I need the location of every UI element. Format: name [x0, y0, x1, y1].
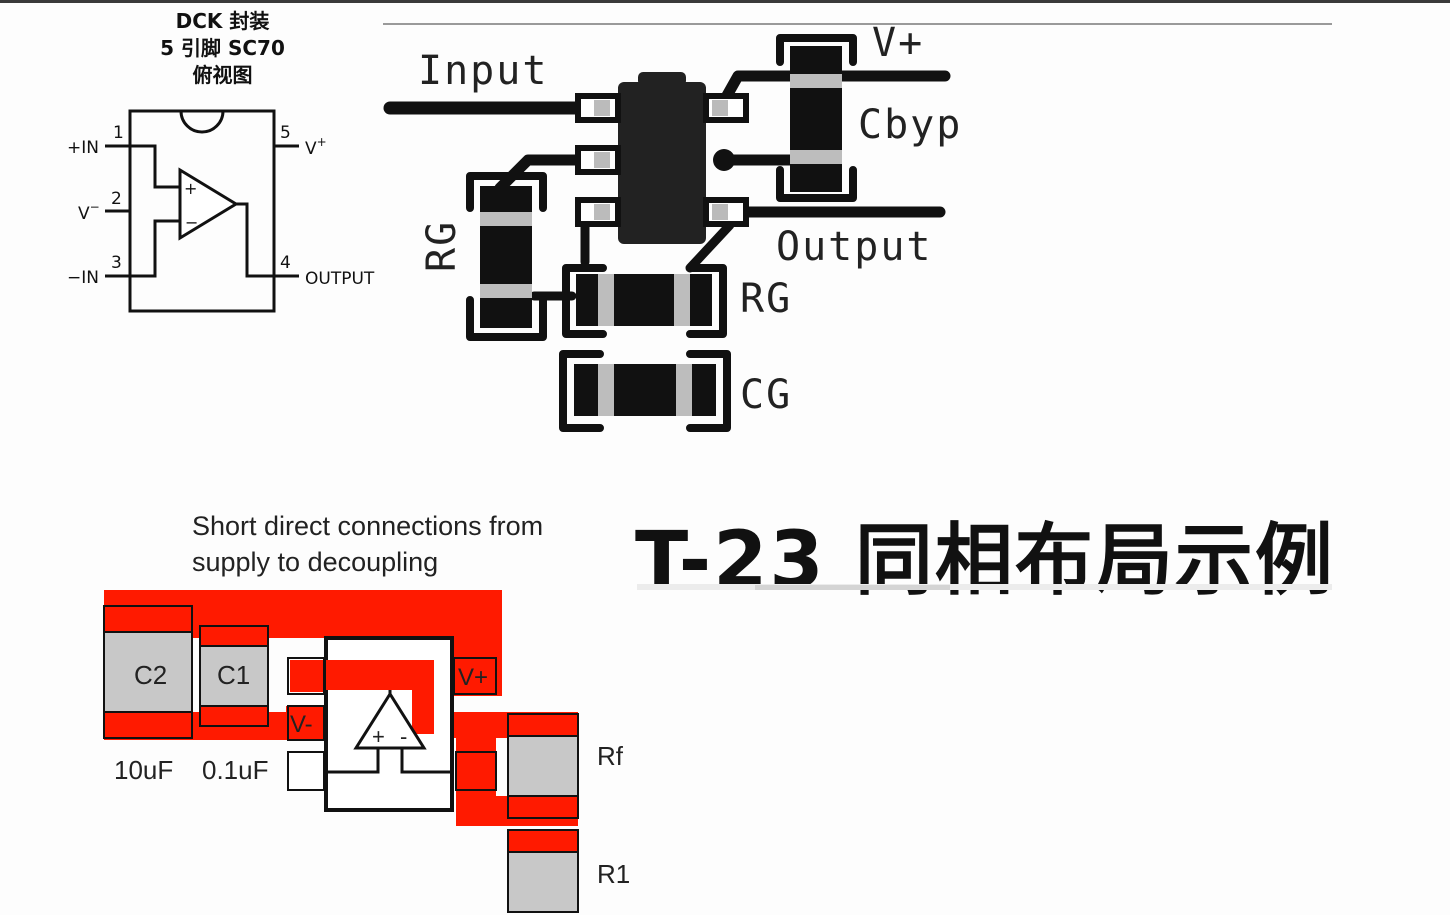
cbyp-component: [790, 46, 842, 192]
copper-ic-inner-right: [412, 660, 434, 734]
silk-cbyp-top: [776, 34, 857, 66]
window-top-bar: [0, 0, 1450, 3]
r1-label: R1: [597, 859, 630, 889]
pin5-number: 5: [280, 123, 291, 143]
pin1-number: 1: [113, 123, 124, 143]
layout-caption-line: supply to decoupling: [192, 547, 439, 577]
ic-pad-inner: [594, 204, 610, 220]
package-title: DCK 封装 5 引脚 SC70 俯视图: [140, 8, 305, 89]
c1-value: 0.1uF: [202, 755, 269, 785]
c1-label: C1: [217, 660, 250, 690]
pcb-label-cg: CG: [740, 372, 792, 418]
silk-rg-left-top: [466, 172, 547, 212]
ic-pad-inner: [594, 152, 610, 168]
ic-pad-inner: [594, 100, 610, 116]
ic-body-top: [638, 72, 686, 86]
pin5-name-sup: +: [317, 135, 327, 149]
c1-capacitor: [199, 625, 269, 727]
copper-vminus-pad: [286, 706, 326, 740]
layout-ic-pad-tr: [453, 657, 497, 695]
pcb-label-cbyp: Cbyp: [858, 102, 962, 148]
layout-caption-line: Short direct connections from: [192, 511, 544, 541]
layout-wire-right: [400, 748, 452, 774]
via-gnd: [713, 149, 735, 171]
rf-label: Rf: [597, 741, 624, 771]
r1-resistor: [507, 829, 579, 913]
layout-ic-pad-tl: [287, 657, 325, 695]
vminus-label: V-: [290, 711, 313, 738]
layout-opamp-triangle: [353, 691, 427, 750]
rg-right-component: [576, 274, 712, 326]
ic-pads: [575, 93, 749, 227]
ic-pad-inner: [712, 100, 728, 116]
opamp-plus: +: [184, 179, 197, 198]
silk-cbyp-bottom: [776, 166, 857, 202]
silk-rg-left-bottom: [466, 296, 547, 341]
ic-pad-inner: [712, 204, 728, 220]
layout-wire-left: [326, 748, 380, 774]
slide-title-scrollbar: [755, 585, 950, 590]
rf-resistor: [507, 713, 579, 819]
pin1-name: +IN: [67, 138, 99, 158]
layout-caption: Short direct connections from supply to …: [192, 508, 543, 580]
layout-opamp-plus: +: [372, 724, 385, 749]
cg-component: [574, 364, 716, 416]
pcb-label-output: Output: [776, 224, 933, 270]
pin4-number: 4: [280, 253, 291, 273]
pcb-label-vplus: V+: [872, 20, 924, 66]
layout-ic-pad-bl: [287, 751, 325, 791]
trace-fb-down: [685, 220, 735, 273]
opamp-triangle: [178, 167, 239, 241]
wire-output: [236, 202, 274, 278]
pin4-name: OUTPUT: [305, 269, 375, 289]
silk-rg-right: [562, 264, 727, 338]
pin5-name-main: V: [305, 139, 317, 159]
package-title-line: 5 引脚 SC70: [160, 36, 285, 60]
pin2-name-main: V: [78, 204, 90, 224]
rg-left-component: [480, 186, 532, 328]
pcb-label-rg-left: RG: [419, 220, 465, 272]
package-pinout-diagram: + − 1 2 3 4 5 +IN V− −IN OUTPUT V+: [67, 109, 375, 313]
pin2-name: V−: [78, 200, 100, 224]
slide-title-underline: [637, 584, 1332, 590]
opamp-minus: −: [185, 213, 198, 232]
slide-title: T-23 同相布局示例: [635, 516, 1335, 606]
pcb-layout-diagram: Input V+ Cbyp Output RG RG CG: [383, 20, 1332, 432]
pin2-name-sup: −: [90, 200, 100, 214]
vplus-label: V+: [458, 664, 488, 691]
package-title-line: DCK 封装: [175, 9, 270, 33]
pin3-number: 3: [111, 253, 122, 273]
ic-body: [618, 82, 706, 244]
pin3-name: −IN: [67, 268, 99, 288]
wire-minus-in: [130, 219, 180, 278]
pcb-label-rg-right: RG: [740, 276, 792, 322]
silk-cg: [559, 350, 731, 432]
c2-value: 10uF: [114, 755, 173, 785]
package-title-line: 俯视图: [192, 63, 253, 87]
pin1-notch: [179, 110, 225, 134]
layout-ic-pad-br: [455, 751, 497, 791]
pin5-name: V+: [305, 135, 327, 159]
layout-opamp-minus: -: [400, 724, 407, 749]
wire-plus-in: [130, 144, 180, 189]
layout-ic-pad-ml: [287, 705, 325, 741]
pcb-label-input: Input: [418, 48, 548, 94]
pin2-number: 2: [111, 189, 122, 209]
c2-label: C2: [134, 660, 167, 690]
c2-capacitor: [103, 605, 193, 739]
